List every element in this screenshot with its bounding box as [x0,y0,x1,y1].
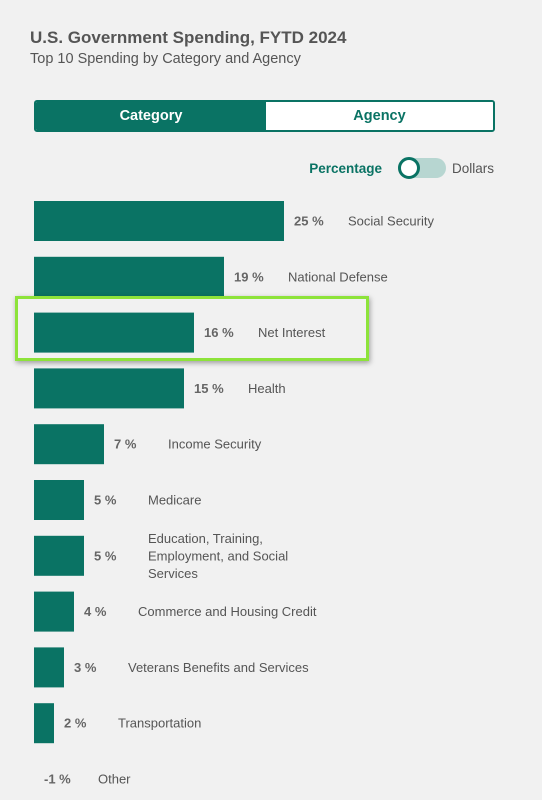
bar-value-label: 25 % [294,214,324,229]
bar-1[interactable] [34,256,224,297]
tab-agency[interactable]: Agency [266,102,493,130]
category-label: Other [98,772,131,787]
bar-value-label: 16 % [204,325,234,340]
category-label-line: Transportation [118,716,201,731]
bar-5[interactable] [34,480,84,520]
bar-value-label: 7 % [114,437,137,452]
category-label-line: Income Security [168,437,262,452]
category-label-line: Medicare [148,493,201,508]
category-label-line: Health [248,381,286,396]
bar-value-label: -1 % [44,772,71,787]
unit-toggle: Percentage Dollars [309,157,494,179]
bar-2[interactable] [34,312,194,353]
dollars-label[interactable]: Dollars [451,160,494,176]
category-label: Net Interest [258,325,326,340]
category-label: National Defense [288,269,388,284]
bar-value-label: 4 % [84,604,107,619]
percentage-label[interactable]: Percentage [309,160,382,176]
switch-knob [397,157,420,179]
page-subtitle: Top 10 Spending by Category and Agency [30,51,301,67]
bar-value-label: 5 % [94,493,117,508]
tab-category[interactable]: Category [36,102,266,130]
category-label-line: Services [148,566,198,581]
category-label: Social Security [348,214,434,229]
bar-value-label: 2 % [64,716,87,731]
category-label-line: Employment, and Social [148,548,288,563]
category-label-line: Commerce and Housing Credit [138,604,317,619]
bar-4[interactable] [34,424,104,465]
spending-bar-chart: 25 % Social Security 19 % National Defense 1… [34,201,434,787]
category-agency-toggle: Category Agency [34,100,495,132]
bar-0[interactable] [34,201,284,241]
bar-7[interactable] [34,591,74,632]
bar-value-label: 15 % [194,381,224,396]
bar-8[interactable] [34,647,64,688]
category-label-line: National Defense [288,269,388,284]
category-label: Education, Training, Employment, and Soci… [148,531,288,581]
bar-3[interactable] [34,368,184,409]
category-label-line: Education, Training, [148,531,263,546]
page-title: U.S. Government Spending, FYTD 2024 [30,28,347,47]
category-label-line: Net Interest [258,325,326,340]
category-label: Income Security [168,437,262,452]
bar-value-label: 19 % [234,269,264,284]
category-label: Transportation [118,716,201,731]
category-label-line: Social Security [348,214,434,229]
category-label-line: Other [98,772,131,787]
percentage-dollars-switch[interactable] [397,157,446,179]
category-label: Health [248,381,286,396]
category-label: Commerce and Housing Credit [138,604,317,619]
bar-value-label: 3 % [74,660,97,675]
bar-6[interactable] [34,535,84,576]
category-label: Veterans Benefits and Services [128,660,309,675]
bar-9[interactable] [34,703,54,744]
category-label: Medicare [148,493,201,508]
category-label-line: Veterans Benefits and Services [128,660,309,675]
bar-value-label: 5 % [94,548,117,563]
